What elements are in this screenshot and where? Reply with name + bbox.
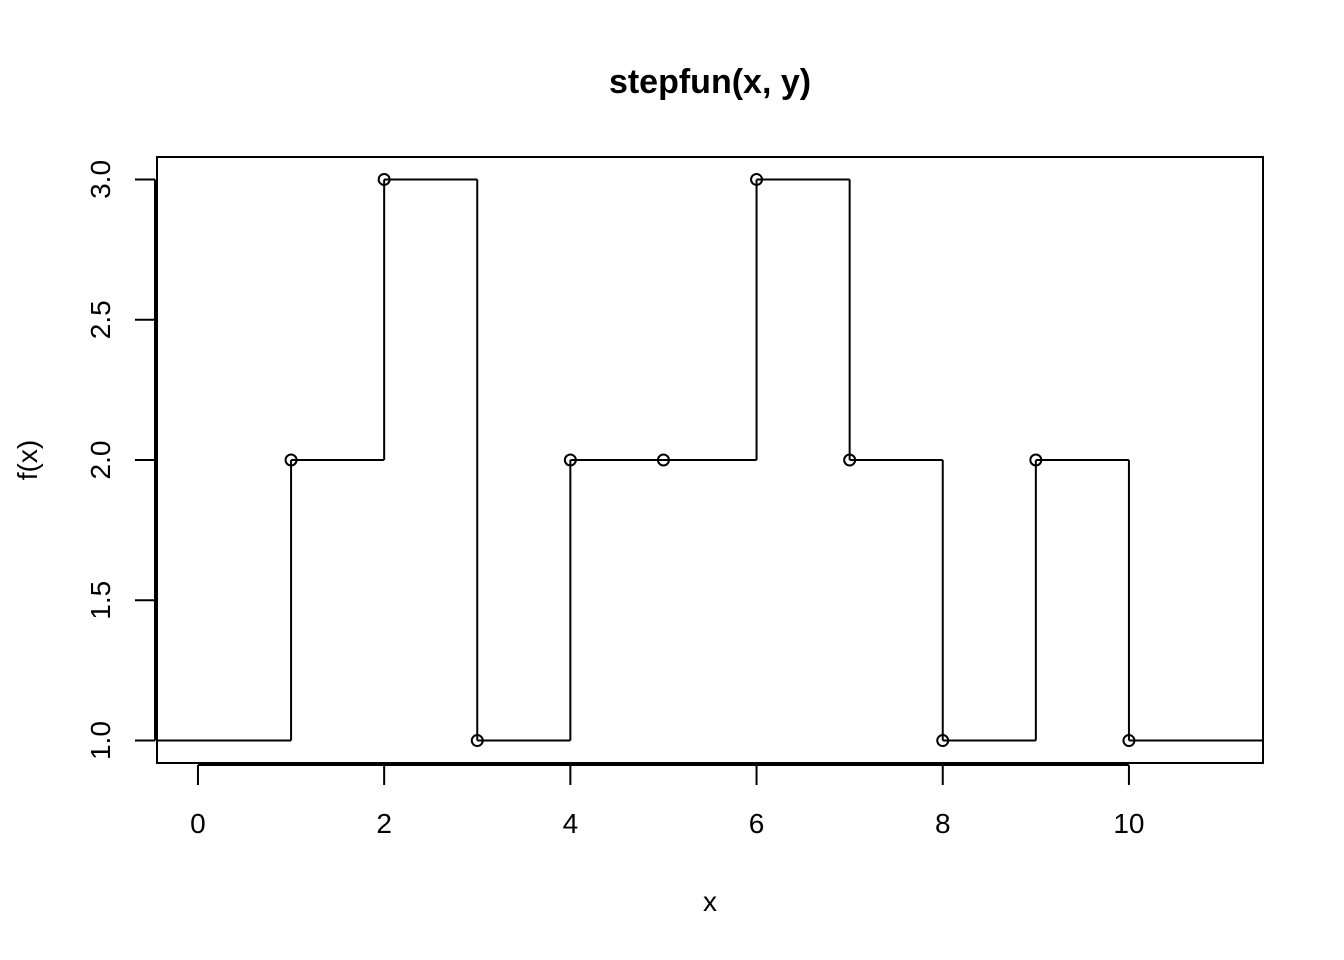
data-point — [284, 453, 298, 467]
x-axis: 0 2 4 6 8 10 — [190, 764, 1145, 839]
y-axis: 1.0 1.5 2.0 2.5 3.0 — [85, 160, 156, 760]
data-point — [656, 453, 670, 467]
x-tick-label: 4 — [563, 808, 579, 839]
x-tick-label: 2 — [376, 808, 392, 839]
y-tick-label: 1.5 — [85, 581, 116, 620]
x-tick-label: 8 — [935, 808, 951, 839]
data-point — [1122, 734, 1136, 748]
y-tick-label: 2.0 — [85, 441, 116, 480]
plot-frame — [156, 156, 1264, 764]
step-series — [157, 178, 1263, 742]
y-tick-label: 1.0 — [85, 721, 116, 760]
data-point — [563, 453, 577, 467]
y-tick-label: 3.0 — [85, 160, 116, 199]
x-tick-label: 6 — [749, 808, 765, 839]
data-point — [1029, 453, 1043, 467]
y-axis-label: f(x) — [12, 440, 43, 480]
x-axis-label: x — [703, 886, 717, 917]
x-tick-label: 0 — [190, 808, 206, 839]
y-tick-label: 2.5 — [85, 300, 116, 339]
data-point — [843, 453, 857, 467]
data-point — [750, 172, 764, 186]
x-tick-label: 10 — [1113, 808, 1144, 839]
step-points — [284, 172, 1136, 748]
data-point — [377, 172, 391, 186]
chart-title: stepfun(x, y) — [609, 63, 811, 101]
data-point — [936, 734, 950, 748]
data-point — [470, 734, 484, 748]
